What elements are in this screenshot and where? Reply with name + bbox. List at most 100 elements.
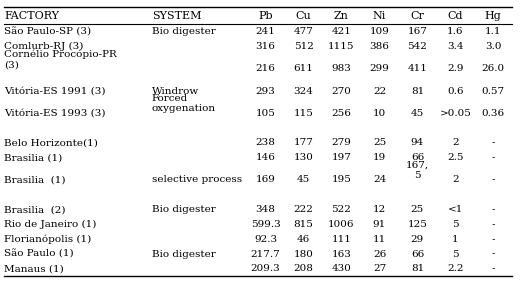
- Text: -: -: [492, 250, 495, 259]
- Text: 177: 177: [294, 138, 314, 147]
- Text: 94: 94: [411, 138, 424, 147]
- Text: -: -: [492, 153, 495, 162]
- Text: Cd: Cd: [447, 11, 463, 21]
- Text: 25: 25: [373, 138, 386, 147]
- Text: 19: 19: [373, 153, 386, 162]
- Text: 46: 46: [297, 235, 310, 244]
- Text: 2.9: 2.9: [447, 64, 464, 73]
- Text: -: -: [492, 205, 495, 214]
- Text: 66: 66: [411, 250, 424, 259]
- Text: Florianópolis (1): Florianópolis (1): [4, 235, 92, 244]
- Text: -: -: [492, 220, 495, 229]
- Text: 81: 81: [411, 265, 424, 274]
- Text: 611: 611: [294, 64, 314, 73]
- Text: São Paulo (1): São Paulo (1): [4, 250, 74, 259]
- Text: >0.05: >0.05: [440, 109, 471, 118]
- Text: 105: 105: [256, 109, 276, 118]
- Text: 430: 430: [331, 265, 352, 274]
- Text: 217.7: 217.7: [251, 250, 280, 259]
- Text: São Paulo-SP (3): São Paulo-SP (3): [4, 27, 91, 36]
- Text: 411: 411: [407, 64, 427, 73]
- Text: Manaus (1): Manaus (1): [4, 265, 64, 274]
- Text: Cu: Cu: [296, 11, 311, 21]
- Text: 29: 29: [411, 235, 424, 244]
- Text: 599.3: 599.3: [251, 220, 280, 229]
- Text: 270: 270: [331, 87, 352, 96]
- Text: 22: 22: [373, 87, 386, 96]
- Text: 24: 24: [373, 175, 386, 184]
- Text: SYSTEM: SYSTEM: [152, 11, 201, 21]
- Text: 1.6: 1.6: [447, 27, 464, 36]
- Text: 2.2: 2.2: [447, 265, 464, 274]
- Text: 542: 542: [407, 42, 427, 51]
- Text: 26.0: 26.0: [482, 64, 505, 73]
- Text: 1006: 1006: [328, 220, 355, 229]
- Text: 1.1: 1.1: [485, 27, 502, 36]
- Text: Forced
oxygenation: Forced oxygenation: [152, 94, 216, 113]
- Text: 167,
5: 167, 5: [406, 161, 429, 180]
- Text: -: -: [492, 235, 495, 244]
- Text: 983: 983: [331, 64, 352, 73]
- Text: Pb: Pb: [258, 11, 273, 21]
- Text: Belo Horizonte(1): Belo Horizonte(1): [4, 138, 98, 147]
- Text: 216: 216: [256, 64, 276, 73]
- Text: 1115: 1115: [328, 42, 355, 51]
- Text: 66: 66: [411, 153, 424, 162]
- Text: -: -: [492, 175, 495, 184]
- Text: Brasilia  (1): Brasilia (1): [4, 175, 66, 184]
- Text: 109: 109: [369, 27, 389, 36]
- Text: <1: <1: [447, 205, 463, 214]
- Text: 256: 256: [331, 109, 352, 118]
- Text: FACTORY: FACTORY: [4, 11, 59, 21]
- Text: 208: 208: [294, 265, 314, 274]
- Text: 10: 10: [373, 109, 386, 118]
- Text: 180: 180: [294, 250, 314, 259]
- Text: 115: 115: [294, 109, 314, 118]
- Text: 209.3: 209.3: [251, 265, 280, 274]
- Text: -: -: [492, 265, 495, 274]
- Text: 111: 111: [331, 235, 352, 244]
- Text: 386: 386: [369, 42, 389, 51]
- Text: Hg: Hg: [485, 11, 502, 21]
- Text: 130: 130: [294, 153, 314, 162]
- Text: 0.6: 0.6: [447, 87, 464, 96]
- Text: 163: 163: [331, 250, 352, 259]
- Text: 222: 222: [294, 205, 314, 214]
- Text: 0.36: 0.36: [482, 109, 505, 118]
- Text: 197: 197: [331, 153, 352, 162]
- Text: 11: 11: [373, 235, 386, 244]
- Text: 27: 27: [373, 265, 386, 274]
- Text: selective process: selective process: [152, 175, 242, 184]
- Text: 3.4: 3.4: [447, 42, 464, 51]
- Text: 279: 279: [331, 138, 352, 147]
- Text: 512: 512: [294, 42, 314, 51]
- Text: 195: 195: [331, 175, 352, 184]
- Text: 421: 421: [331, 27, 352, 36]
- Text: Bio digester: Bio digester: [152, 250, 216, 259]
- Text: Bio digester: Bio digester: [152, 205, 216, 214]
- Text: Vitória-ES 1991 (3): Vitória-ES 1991 (3): [4, 87, 106, 96]
- Text: -: -: [492, 138, 495, 147]
- Text: 316: 316: [256, 42, 276, 51]
- Text: Comlurb-RJ (3): Comlurb-RJ (3): [4, 42, 84, 51]
- Text: 324: 324: [294, 87, 314, 96]
- Text: 5: 5: [452, 250, 458, 259]
- Text: Cr: Cr: [411, 11, 424, 21]
- Text: 12: 12: [373, 205, 386, 214]
- Text: Cornélio Procópio-PR
(3): Cornélio Procópio-PR (3): [4, 49, 117, 69]
- Text: 815: 815: [294, 220, 314, 229]
- Text: Ni: Ni: [373, 11, 386, 21]
- Text: 1: 1: [452, 235, 458, 244]
- Text: 92.3: 92.3: [254, 235, 277, 244]
- Text: 241: 241: [256, 27, 276, 36]
- Text: 522: 522: [331, 205, 352, 214]
- Text: 293: 293: [256, 87, 276, 96]
- Text: 238: 238: [256, 138, 276, 147]
- Text: 2: 2: [452, 175, 458, 184]
- Text: 3.0: 3.0: [485, 42, 502, 51]
- Text: Rio de Janeiro (1): Rio de Janeiro (1): [4, 220, 96, 229]
- Text: 45: 45: [297, 175, 310, 184]
- Text: Brasilia (1): Brasilia (1): [4, 153, 63, 162]
- Text: 26: 26: [373, 250, 386, 259]
- Text: Windrow: Windrow: [152, 87, 199, 96]
